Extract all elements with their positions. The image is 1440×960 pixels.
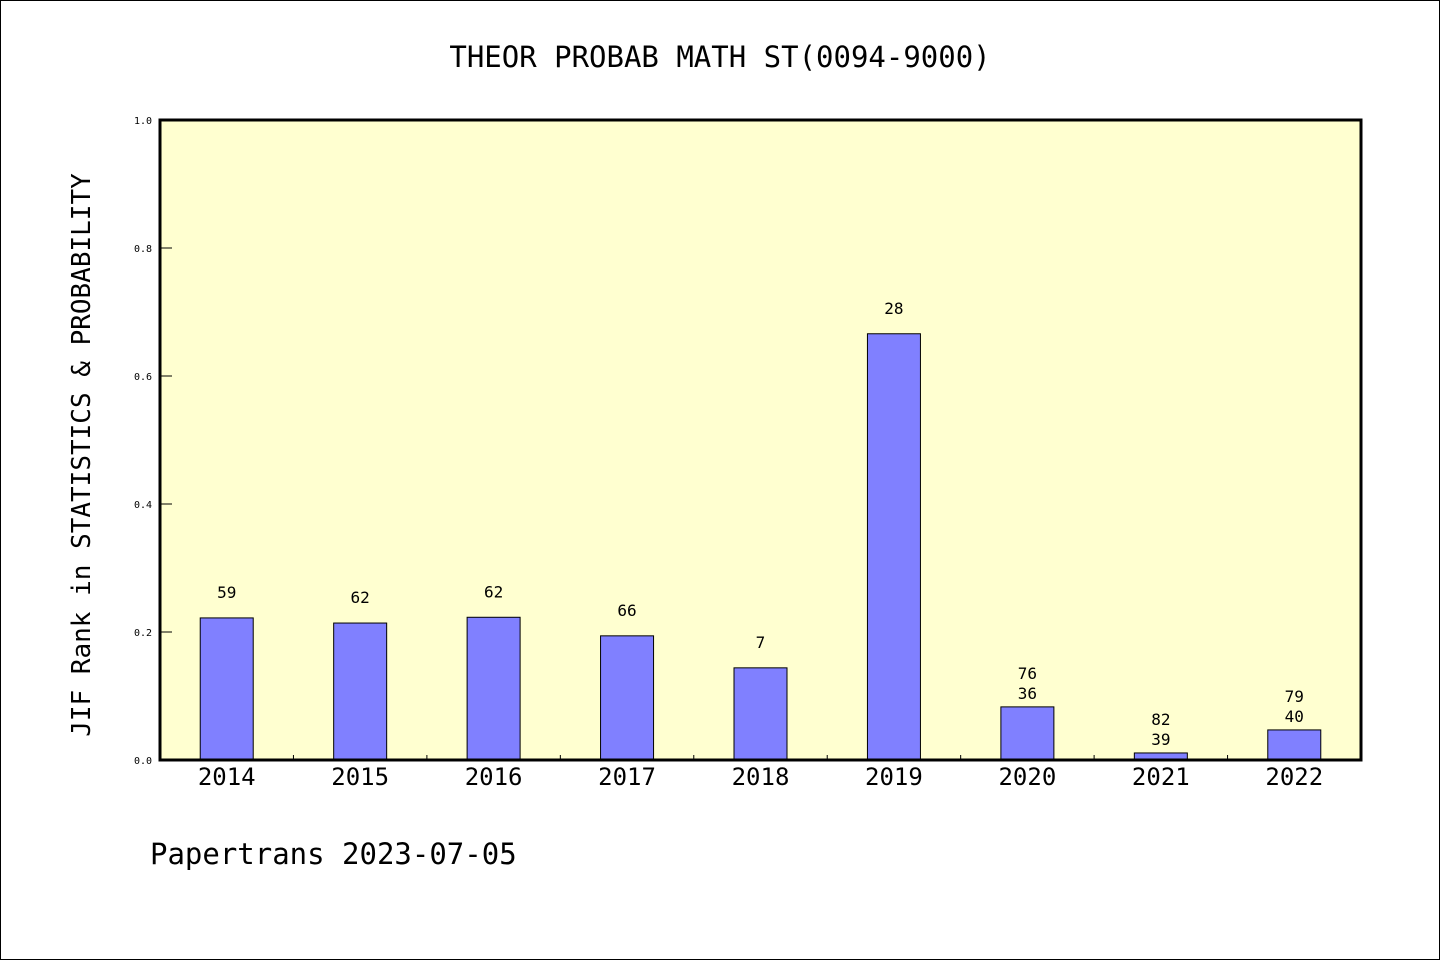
y-axis-label: JIF Rank in STATISTICS & PROBABILITY — [67, 173, 97, 737]
x-tick-label: 2019 — [865, 763, 923, 791]
bar-2015 — [333, 622, 388, 761]
bar-label: 36 — [1018, 684, 1037, 703]
y-tick-label: 0.8 — [134, 244, 152, 255]
x-tick-label: 2021 — [1132, 763, 1190, 791]
bar-label: 62 — [484, 582, 503, 601]
x-tick-label: 2017 — [598, 763, 656, 791]
chart-title: THEOR PROBAB MATH ST(0094-9000) — [449, 40, 990, 74]
y-tick-label: 0.2 — [134, 628, 152, 639]
bar-2018 — [733, 667, 788, 761]
bar-2017 — [600, 635, 655, 761]
bar-label: 59 — [217, 583, 236, 602]
y-tick-label: 0.0 — [134, 756, 152, 767]
x-tick-label: 2016 — [465, 763, 523, 791]
bar-2016 — [466, 616, 521, 761]
bar-label: 66 — [617, 601, 636, 620]
x-tick-label: 2014 — [198, 763, 256, 791]
bar-label: 62 — [351, 588, 370, 607]
bar-2019 — [866, 333, 921, 761]
y-tick-label: 1.0 — [134, 116, 152, 127]
bar-2022 — [1267, 729, 1322, 761]
footer-text: Papertrans 2023-07-05 — [150, 837, 517, 871]
bar-label: 28 — [884, 299, 903, 318]
bar-label: 40 — [1285, 707, 1304, 726]
y-tick-label: 0.4 — [134, 500, 152, 511]
bar-label: 79 — [1285, 687, 1304, 706]
bar-2020 — [1000, 706, 1055, 761]
bar-label: 76 — [1018, 664, 1037, 683]
x-tick-label: 2022 — [1265, 763, 1323, 791]
bar-label: 7 — [756, 633, 766, 652]
bar-2014 — [199, 617, 254, 761]
x-tick-label: 2020 — [998, 763, 1056, 791]
bar-label: 39 — [1151, 730, 1170, 749]
bar-label: 82 — [1151, 710, 1170, 729]
x-tick-label: 2018 — [732, 763, 790, 791]
x-tick-label: 2015 — [331, 763, 389, 791]
y-tick-label: 0.6 — [134, 372, 152, 383]
